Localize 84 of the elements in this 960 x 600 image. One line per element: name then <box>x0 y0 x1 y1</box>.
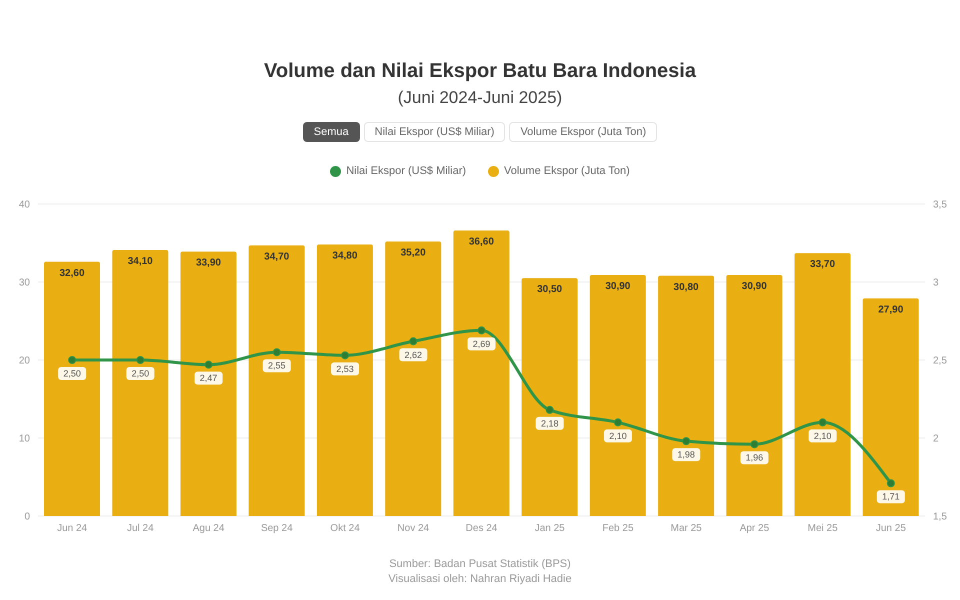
data-label: 35,20 <box>400 248 426 259</box>
bar <box>385 241 442 516</box>
bar <box>112 250 168 516</box>
point <box>682 437 690 446</box>
x-tick-label: Des 24 <box>466 523 498 534</box>
data-label: 1,96 <box>746 452 764 463</box>
tab-button: Semua <box>302 122 360 142</box>
y-tick-label: 20 <box>18 356 30 367</box>
legend-label: Nilai Ekspor (US$ Miliar) <box>346 165 466 177</box>
x-tick-label: Okt 24 <box>330 523 360 534</box>
x-tick-label: Nov 24 <box>397 523 430 534</box>
text: Sumber: Badan Pusat Statistik (BPS) <box>389 558 571 570</box>
x-tick-label: Feb 25 <box>602 523 634 534</box>
point <box>546 406 554 414</box>
x-tick-label: Jul 24 <box>127 523 154 534</box>
data-label: 2,62 <box>404 350 422 360</box>
bar <box>453 230 510 516</box>
tab-button: Volume Ekspor (Juta Ton) <box>509 122 658 142</box>
bar <box>726 274 782 516</box>
x-tick-label: Mei 25 <box>808 523 838 534</box>
data-label: 36,60 <box>468 236 494 248</box>
data-label: 34,80 <box>332 250 358 262</box>
point <box>750 440 758 448</box>
point <box>272 348 281 356</box>
data-label: 27,90 <box>878 304 904 316</box>
bar <box>180 252 236 516</box>
data-label: 1,98 <box>677 450 695 460</box>
data-label: 2,53 <box>336 364 354 374</box>
bar <box>522 278 578 516</box>
data-label: 2,50 <box>132 368 150 378</box>
data-label: 2,50 <box>63 368 81 378</box>
point <box>614 418 622 426</box>
data-label: 34,10 <box>128 256 154 268</box>
data-label: 33,70 <box>810 259 836 270</box>
data-label: 1,71 <box>882 492 900 502</box>
point <box>886 479 895 488</box>
point <box>136 356 144 364</box>
data-label: 2,10 <box>609 430 627 441</box>
bar <box>794 253 851 516</box>
data-label: 30,90 <box>742 281 768 292</box>
y2-tick-label: 1,5 <box>933 512 948 523</box>
data-label: 2,10 <box>814 430 832 441</box>
text: Visualisasi oleh: Nahran Riyadi Hadie <box>388 573 572 585</box>
bar <box>658 276 714 516</box>
data-label: 2,18 <box>540 418 558 428</box>
x-tick-label: Mar 25 <box>670 523 702 534</box>
tab-button: Nilai Ekspor (US$ Miliar) <box>364 122 506 142</box>
x-tick-label: Jan 25 <box>534 523 566 534</box>
point <box>478 326 486 334</box>
bar <box>44 262 100 516</box>
y2-tick-label: 3 <box>933 278 939 289</box>
y2-tick-label: 3,5 <box>933 200 948 211</box>
x-tick-label: Jun 25 <box>876 523 906 534</box>
data-label: 2,55 <box>268 360 286 371</box>
chart-title: Volume dan Nilai Ekspor Batu Bara Indonesia <box>264 60 696 82</box>
point <box>68 356 76 364</box>
x-tick-label: Jun 24 <box>57 523 88 534</box>
y-tick-label: 40 <box>18 200 30 211</box>
data-label: 2,47 <box>200 373 218 384</box>
legend-label: Volume Ekspor (Juta Ton) <box>504 165 630 177</box>
x-tick-label: Agu 24 <box>192 523 225 534</box>
point <box>818 418 827 426</box>
point <box>409 337 418 346</box>
data-label: 30,90 <box>605 281 631 292</box>
y2-tick-label: 2,5 <box>933 356 948 367</box>
data-label: 30,80 <box>674 282 700 293</box>
chart-subtitle: (Juni 2024-Juni 2025) <box>398 88 562 107</box>
x-tick-label: Sep 24 <box>260 523 294 534</box>
data-label: 2,69 <box>472 338 490 349</box>
data-label: 34,70 <box>264 251 290 262</box>
y-tick-label: 10 <box>18 434 30 445</box>
point <box>341 351 350 360</box>
bar <box>862 298 919 516</box>
x-tick-label: Apr 25 <box>740 523 770 534</box>
bar <box>248 245 305 516</box>
bar <box>590 274 646 516</box>
data-label: 32,60 <box>59 268 85 279</box>
y-tick-label: 30 <box>18 278 30 289</box>
point <box>204 360 213 369</box>
y-tick-label: 0 <box>24 512 30 523</box>
bar <box>316 244 373 516</box>
data-label: 33,90 <box>196 258 222 269</box>
data-label: 30,50 <box>537 284 563 296</box>
y2-tick-label: 2 <box>933 434 939 445</box>
